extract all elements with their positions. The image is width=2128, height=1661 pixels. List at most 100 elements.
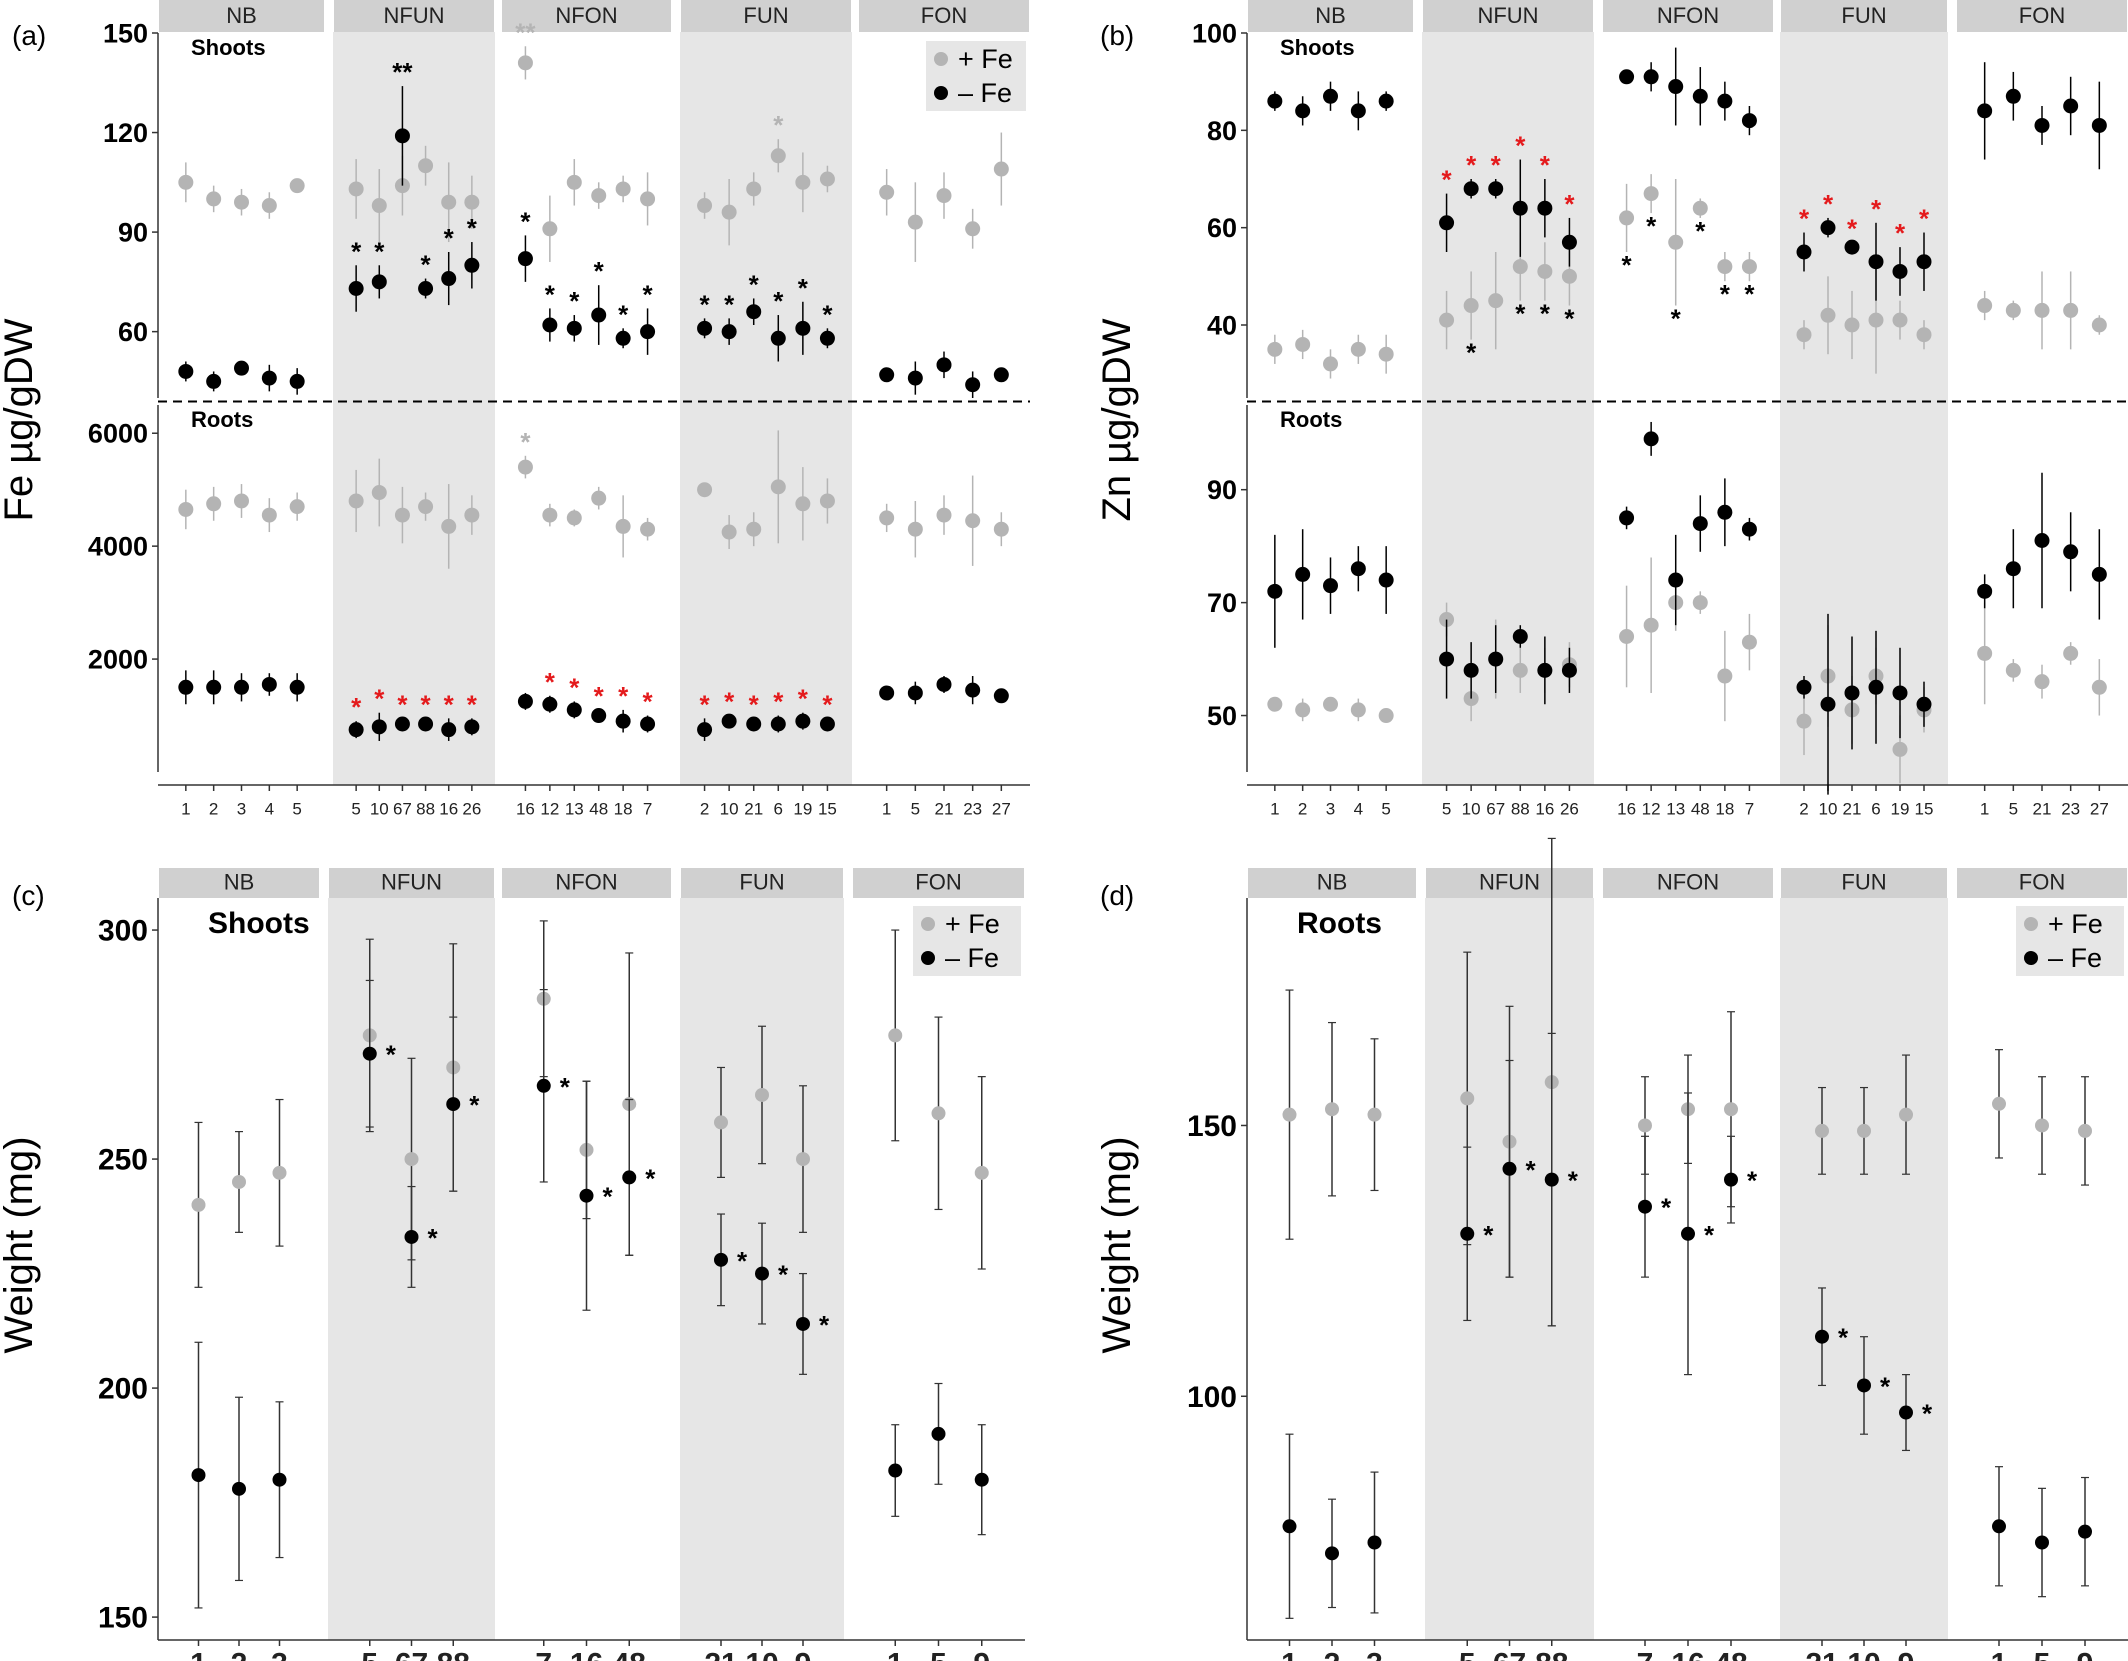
x-tick-label: 21 — [744, 799, 763, 818]
y-tick-label: 300 — [98, 915, 148, 948]
strip-fon — [859, 0, 1029, 32]
significance-star: * — [1799, 204, 1810, 234]
point-minus-fe — [1619, 510, 1635, 526]
point-plus-fe — [178, 501, 194, 517]
point-minus-fe — [965, 377, 981, 393]
point-minus-fe — [622, 1170, 637, 1185]
x-tick-label: 1 — [887, 1648, 904, 1661]
significance-star: * — [351, 236, 362, 266]
x-tick-label: 23 — [963, 799, 982, 818]
point-plus-fe — [591, 188, 607, 204]
legend-label-minus-fe: – Fe — [958, 78, 1012, 108]
subpanel-label: Roots — [191, 407, 253, 432]
point-minus-fe — [1561, 662, 1577, 678]
point-plus-fe — [795, 496, 811, 512]
point-plus-fe — [1295, 702, 1311, 718]
point-plus-fe — [746, 521, 762, 537]
x-tick-label: 67 — [393, 799, 412, 818]
point-plus-fe — [1643, 617, 1659, 633]
point-minus-fe — [1643, 69, 1659, 85]
x-tick-label: 10 — [1819, 799, 1838, 818]
x-tick-label: 16 — [1617, 799, 1636, 818]
point-minus-fe — [536, 1078, 551, 1093]
x-tick-label: 18 — [614, 799, 633, 818]
y-axis-label: Zn µg/gDW — [1095, 318, 1139, 521]
significance-star: * — [545, 667, 556, 697]
point-minus-fe — [517, 693, 533, 709]
point-minus-fe — [1857, 1378, 1871, 1393]
x-tick-label: 1 — [190, 1648, 207, 1661]
strip-label: NFON — [555, 870, 617, 895]
point-plus-fe — [542, 507, 558, 523]
point-plus-fe — [1323, 696, 1338, 712]
point-minus-fe — [931, 1426, 946, 1441]
point-minus-fe — [2091, 566, 2107, 582]
point-plus-fe — [1488, 293, 1504, 309]
point-minus-fe — [1378, 572, 1394, 588]
point-plus-fe — [721, 524, 737, 540]
point-plus-fe — [566, 174, 582, 190]
legend-label-plus-fe: + Fe — [945, 909, 1000, 939]
significance-star: * — [1880, 1371, 1891, 1401]
point-minus-fe — [1488, 181, 1504, 197]
point-plus-fe — [615, 518, 631, 534]
point-minus-fe — [1537, 200, 1553, 216]
point-plus-fe — [1638, 1118, 1652, 1133]
significance-star: * — [469, 1090, 480, 1120]
point-plus-fe — [796, 1152, 810, 1167]
point-plus-fe — [1561, 268, 1577, 284]
point-minus-fe — [1868, 679, 1884, 695]
significance-star: * — [374, 684, 385, 714]
strip-label: NB — [224, 870, 255, 895]
point-minus-fe — [1796, 244, 1812, 260]
x-tick-label: 2 — [1324, 1648, 1341, 1661]
significance-star: * — [724, 687, 735, 717]
shaded-band-nfun — [333, 32, 495, 785]
point-plus-fe — [1815, 1123, 1829, 1138]
significance-star: * — [1564, 189, 1575, 219]
point-minus-fe — [2005, 88, 2021, 104]
point-plus-fe — [272, 1165, 287, 1180]
point-plus-fe — [907, 521, 923, 537]
point-plus-fe — [993, 521, 1009, 537]
point-plus-fe — [770, 479, 786, 495]
point-minus-fe — [1512, 628, 1528, 644]
subpanel-label: Roots — [1280, 407, 1342, 432]
significance-star: * — [1919, 204, 1930, 234]
x-tick-label: 2 — [231, 1648, 248, 1661]
x-tick-label: 21 — [1805, 1648, 1838, 1661]
point-minus-fe — [1977, 583, 1993, 599]
point-plus-fe — [2091, 317, 2107, 333]
point-minus-fe — [697, 722, 713, 738]
point-minus-fe — [1668, 572, 1684, 588]
point-minus-fe — [2091, 117, 2107, 133]
point-minus-fe — [441, 722, 457, 738]
point-minus-fe — [1488, 651, 1504, 667]
x-tick-label: 21 — [1843, 799, 1862, 818]
point-minus-fe — [714, 1252, 728, 1267]
significance-star: * — [643, 279, 654, 309]
x-tick-label: 48 — [589, 799, 608, 818]
significance-star: * — [444, 223, 455, 253]
x-tick-label: 5 — [1459, 1648, 1476, 1661]
point-minus-fe — [1325, 1546, 1339, 1561]
significance-star: * — [374, 236, 385, 266]
point-plus-fe — [289, 499, 305, 515]
point-plus-fe — [1619, 210, 1635, 226]
point-minus-fe — [1717, 504, 1733, 520]
x-tick-label: 1 — [1281, 1648, 1298, 1661]
point-plus-fe — [2091, 679, 2107, 695]
point-plus-fe — [907, 214, 923, 230]
strip-label: FON — [2019, 870, 2065, 895]
y-tick-label: 250 — [98, 1144, 148, 1177]
point-minus-fe — [1916, 254, 1932, 270]
strip-nfon — [502, 0, 671, 32]
point-plus-fe — [1796, 713, 1812, 729]
point-plus-fe — [1378, 346, 1394, 362]
point-plus-fe — [348, 181, 364, 197]
strip-fon — [1957, 0, 2127, 32]
point-minus-fe — [232, 1481, 246, 1496]
x-tick-label: 16 — [439, 799, 458, 818]
strip-label: NFUN — [1479, 870, 1540, 895]
point-plus-fe — [206, 191, 222, 207]
